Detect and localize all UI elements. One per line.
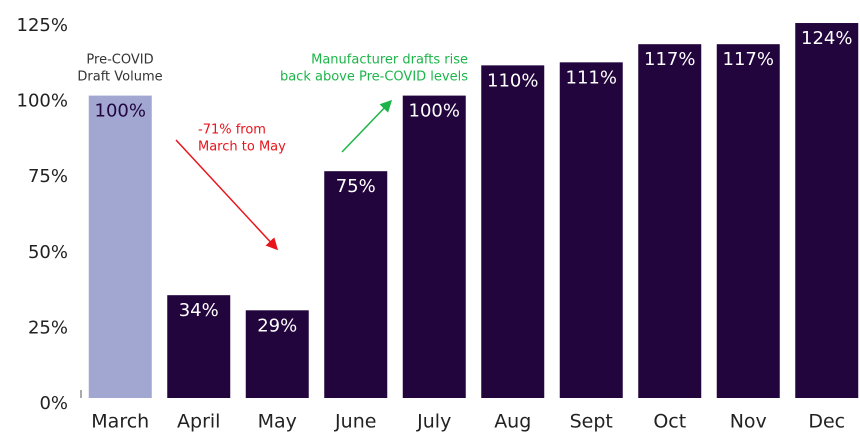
bar [559,62,623,398]
annotation: back above Pre-COVID levels [280,70,468,85]
x-tick-label: Sept [570,411,613,433]
x-tick-label: Aug [494,411,531,433]
y-tick-label: 125% [17,15,68,36]
x-tick-label: March [91,411,149,433]
value-label: 100% [409,101,460,122]
x-tick-label: June [334,411,376,433]
bar [324,171,388,398]
value-label: 111% [566,67,617,88]
y-tick-label: 75% [28,166,68,187]
y-tick-label: 100% [17,91,68,112]
bar [795,23,859,399]
bar [167,295,231,398]
value-label: 100% [95,101,146,122]
x-tick-label: July [416,411,451,433]
value-label: 124% [801,28,852,49]
x-tick-label: Nov [730,411,767,433]
value-label: 110% [487,70,538,91]
bar [716,44,780,398]
annotation: Draft Volume [77,70,162,85]
bar [402,95,466,398]
x-tick-label: Oct [653,411,686,433]
value-label: 117% [723,49,774,70]
bar [245,310,309,398]
bar [481,65,545,399]
x-tick-label: May [258,411,297,433]
y-tick-label: 25% [28,317,68,338]
x-tick-label: April [177,411,220,433]
value-label: 75% [336,176,376,197]
x-tick-label: Dec [808,411,845,433]
bar [88,95,152,398]
annotation: -71% from [198,123,266,138]
y-tick-label: 0% [39,393,68,414]
value-label: 34% [179,300,219,321]
annotation: Pre-COVID [86,53,153,68]
bar [638,44,702,398]
arrow [175,139,279,251]
value-label: 29% [257,315,297,336]
arrow [341,99,393,153]
annotation: Manufacturer drafts rise [311,53,468,68]
annotation: March to May [198,140,286,155]
value-label: 117% [644,49,695,70]
y-tick-label: 50% [28,242,68,263]
